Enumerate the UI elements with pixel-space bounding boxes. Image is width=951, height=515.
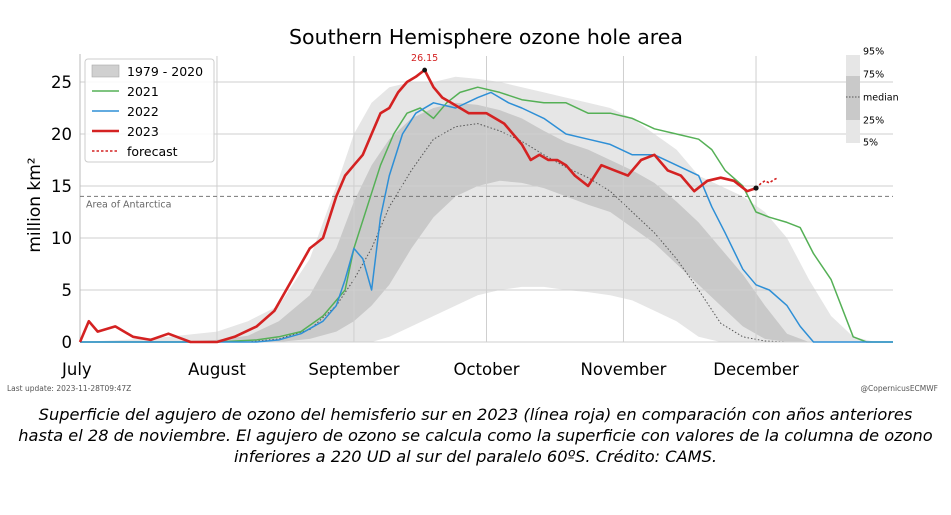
x-tick-July: July: [61, 360, 92, 379]
percentile-legend: 95% 75% median 25% 5%: [846, 47, 899, 149]
x-tick-October: October: [453, 360, 519, 379]
pct-label-4: 5%: [863, 138, 878, 149]
legend-swatch-0: [91, 64, 120, 78]
y-tick-20: 20: [51, 125, 72, 144]
legend-label-1: 2021: [127, 84, 159, 99]
x-tick-November: November: [581, 360, 667, 379]
legend-label-4: forecast: [127, 144, 178, 159]
credit: @CopernicusECMWF: [861, 384, 938, 393]
legend-label-2: 2022: [127, 104, 159, 119]
x-tick-December: December: [713, 360, 799, 379]
ozone-chart: Area of Antarctica 26.15 0 5 10 15 20 25 July A…: [7, 25, 938, 393]
peak-marker: [422, 67, 428, 73]
last-update: Last update: 2023-11-28T09:47Z: [7, 384, 131, 393]
pct-label-0: 95%: [863, 47, 884, 58]
reference-line-label: Area of Antarctica: [86, 199, 171, 210]
series-lines: 26.15: [78, 53, 893, 344]
series-2023: [78, 68, 757, 344]
legend-label-0: 1979 - 2020: [127, 64, 203, 79]
tick-labels: 0 5 10 15 20 25 July August September October Nove…: [51, 73, 799, 379]
area-of-antarctica-line: Area of Antarctica: [80, 195, 893, 210]
pct-label-3: 25%: [863, 116, 884, 127]
pct-label-2: median: [863, 93, 899, 104]
legend-box: [84, 58, 215, 163]
series-2021: [80, 86, 893, 343]
last-observation-marker: [753, 185, 759, 191]
peak-label: 26.15: [411, 53, 438, 64]
x-tick-August: August: [188, 360, 246, 379]
legend: 1979 - 2020 2021 2022 2023 forecast: [84, 58, 215, 163]
y-tick-15: 15: [51, 177, 72, 196]
x-tick-September: September: [308, 360, 399, 379]
series-2022: [80, 91, 893, 343]
y-tick-0: 0: [62, 333, 73, 352]
caption-line-1: Superficie del agujero de ozono del hemi…: [38, 405, 913, 424]
legend-label-3: 2023: [127, 124, 159, 139]
y-tick-10: 10: [51, 229, 72, 248]
y-tick-5: 5: [62, 281, 73, 300]
pct-label-1: 75%: [863, 70, 884, 81]
caption-line-2: hasta el 28 de noviembre. El agujero de …: [18, 426, 933, 445]
caption-line-3: inferiores a 220 UD al sur del paralelo …: [233, 447, 718, 466]
y-axis-label: million km²: [25, 157, 45, 252]
figure-caption: Superficie del agujero de ozono del hemi…: [0, 404, 951, 467]
chart-title: Southern Hemisphere ozone hole area: [289, 25, 683, 49]
pct-inner-band: [846, 76, 860, 120]
series-forecast: [755, 176, 779, 189]
y-tick-25: 25: [51, 73, 72, 92]
